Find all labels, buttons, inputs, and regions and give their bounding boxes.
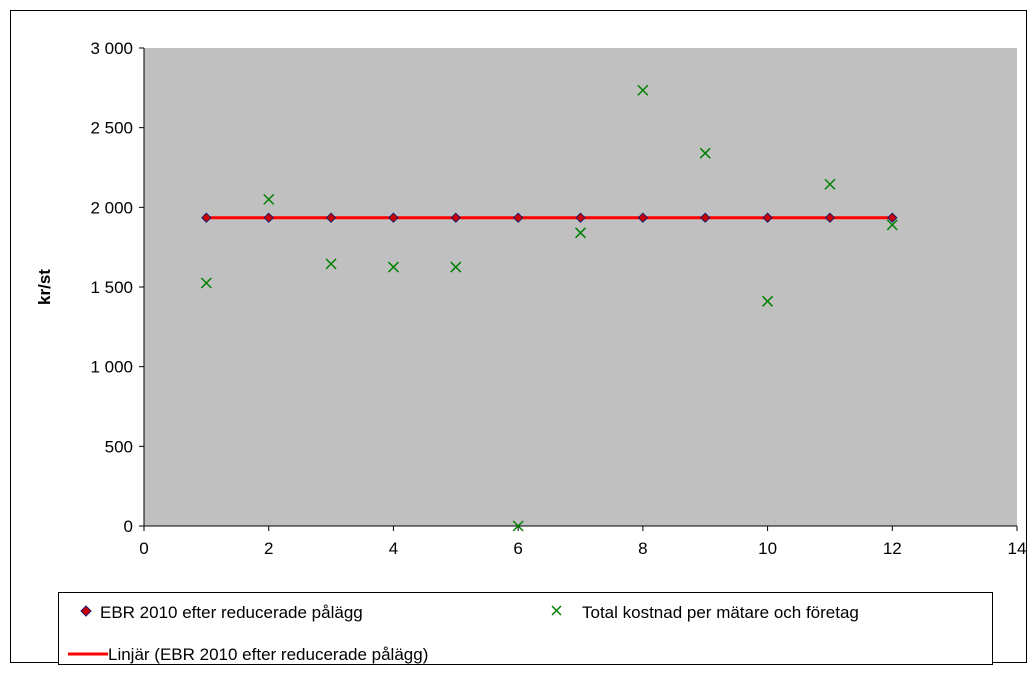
y-axis-title: kr/st — [35, 269, 54, 305]
y-tick-label: 2 000 — [90, 198, 133, 217]
ebr-diamond-point — [637, 212, 649, 223]
x-tick-label: 10 — [758, 539, 777, 558]
total-cost-x-point — [263, 193, 275, 205]
ebr-diamond-point — [762, 212, 773, 223]
y-tick-label: 1 500 — [90, 278, 133, 297]
legend-label-ebr: EBR 2010 efter reducerade pålägg — [100, 603, 363, 622]
total-cost-x-point — [824, 178, 836, 190]
ebr-diamond-point — [325, 212, 337, 223]
ebr-diamond-point — [388, 212, 399, 223]
y-tick-label: 2 500 — [90, 119, 133, 138]
y-tick-label: 0 — [124, 517, 133, 536]
total-cost-x-point — [574, 227, 587, 239]
ebr-diamond-point — [824, 212, 836, 223]
y-tick-label: 3 000 — [90, 39, 133, 58]
x-tick-label: 6 — [513, 539, 522, 558]
x-tick-label: 0 — [139, 539, 148, 558]
plot-area — [144, 48, 1017, 526]
total-cost-x-point — [200, 277, 212, 289]
legend-marker-ebr — [80, 605, 92, 617]
x-tick-label: 2 — [264, 539, 273, 558]
y-ticks: 0 500 1 000 1 500 2 000 2 500 3 000 — [90, 39, 144, 536]
legend-label-trendline: Linjär (EBR 2010 efter reducerade pålägg… — [108, 645, 428, 664]
total-cost-x-point — [387, 261, 399, 273]
x-tick-label: 12 — [883, 539, 902, 558]
x-tick-label: 4 — [389, 539, 398, 558]
x-tick-label: 14 — [1008, 539, 1027, 558]
total-cost-x-point — [325, 258, 337, 270]
y-tick-label: 1 000 — [90, 358, 133, 377]
x-tick-label: 8 — [638, 539, 647, 558]
ebr-diamond-point — [450, 212, 461, 223]
ebr-diamond-point — [575, 212, 586, 223]
x-ticks: 0 2 4 6 8 10 12 14 — [139, 526, 1026, 558]
legend-marker-total — [551, 605, 562, 616]
total-cost-x-point — [637, 84, 649, 96]
total-cost-x-point — [699, 147, 711, 159]
ebr-diamond-point — [512, 212, 524, 223]
total-cost-x-point — [512, 520, 524, 532]
total-cost-x-point — [450, 261, 462, 273]
legend-label-total: Total kostnad per mätare och företag — [582, 603, 859, 622]
ebr-diamond-point — [887, 212, 898, 223]
ebr-diamond-point — [201, 212, 212, 223]
ebr-diamond-point — [263, 212, 274, 223]
ebr-diamond-point — [700, 212, 711, 223]
legend: EBR 2010 efter reducerade pålägg Total k… — [58, 592, 993, 665]
y-tick-label: 500 — [105, 437, 133, 456]
total-cost-x-point — [886, 219, 898, 231]
total-cost-x-point — [762, 295, 774, 307]
legend-box — [58, 592, 993, 665]
series-layer — [200, 84, 898, 532]
